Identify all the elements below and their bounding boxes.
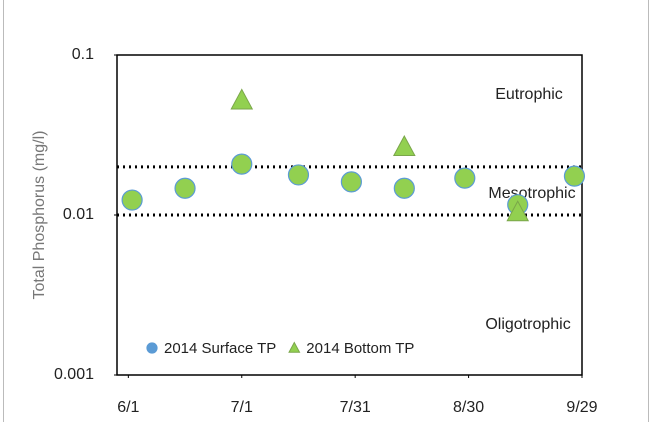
x-tick-label: 8/30 — [453, 399, 484, 416]
legend-marker — [288, 341, 301, 353]
x-tick-label: 9/29 — [566, 399, 597, 416]
y-axis-label: Total Phosphorus (mg/l) — [31, 131, 48, 300]
point — [340, 171, 362, 193]
point — [121, 189, 143, 211]
y-tick-label: 0.1 — [72, 46, 94, 63]
y-tick-label: 0.001 — [54, 366, 94, 383]
point — [174, 177, 196, 199]
x-tick-label: 7/31 — [340, 399, 371, 416]
point — [231, 153, 253, 175]
point — [392, 134, 416, 157]
point — [287, 164, 310, 186]
x-tick-label: 6/1 — [117, 399, 139, 416]
annotation: Eutrophic — [495, 86, 563, 103]
point — [563, 165, 586, 187]
x-tick-label: 7/1 — [231, 399, 253, 416]
legend-marker — [146, 342, 158, 354]
point — [454, 167, 476, 189]
point — [506, 200, 530, 222]
legend-label: 2014 Bottom TP — [306, 340, 414, 357]
annotation: Oligotrophic — [485, 316, 570, 333]
legend-label: 2014 Surface TP — [164, 340, 276, 357]
y-tick-label: 0.01 — [63, 206, 94, 223]
chart-frame — [3, 0, 649, 422]
point — [230, 88, 254, 110]
annotation: Mesotrophic — [488, 185, 575, 202]
point — [393, 177, 415, 199]
